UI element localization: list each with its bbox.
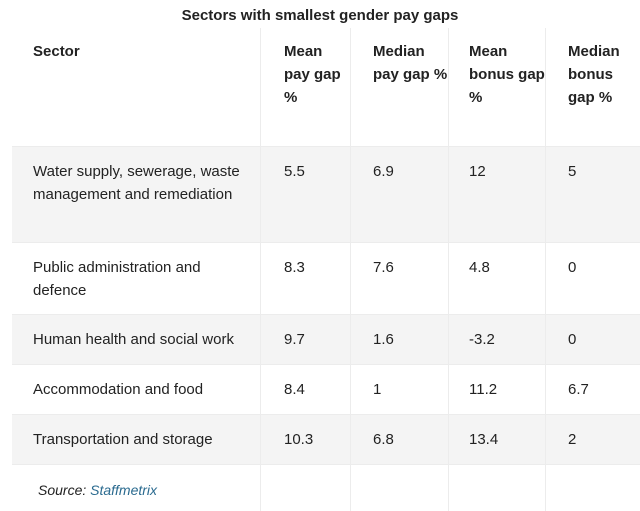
row-divider <box>12 146 640 147</box>
row-divider <box>12 314 640 315</box>
cell-mean-bonus-gap: 12 <box>469 163 486 180</box>
cell-mean-pay-gap: 8.3 <box>284 259 305 276</box>
source-note: Source: Staffmetrix <box>38 480 157 500</box>
cell-median-pay-gap: 6.9 <box>373 163 394 180</box>
header-sector: Sector <box>33 43 80 60</box>
cell-mean-bonus-gap: 11.2 <box>469 381 498 398</box>
column-divider <box>260 28 261 511</box>
header-median-pay-gap: Median pay gap % <box>373 43 448 83</box>
cell-sector: Transportation and storage <box>33 431 213 448</box>
cell-median-bonus-gap: 0 <box>568 331 577 348</box>
cell-sector: Public administration and defence <box>33 259 201 299</box>
cell-sector: Water supply, sewerage, waste management… <box>33 163 240 203</box>
cell-median-bonus-gap: 6.7 <box>568 381 589 398</box>
cell-median-pay-gap: 7.6 <box>373 259 394 276</box>
source-link[interactable]: Staffmetrix <box>90 482 158 498</box>
header-mean-bonus-gap: Mean bonus gap % <box>469 43 545 106</box>
row-divider <box>12 414 640 415</box>
cell-mean-pay-gap: 8.4 <box>284 381 305 398</box>
table-row: Transportation and storage 10.3 6.8 13.4… <box>12 414 640 464</box>
column-divider <box>350 28 351 511</box>
cell-sector: Human health and social work <box>33 331 234 348</box>
cell-mean-bonus-gap: 13.4 <box>469 431 499 448</box>
source-row: Source: Staffmetrix <box>12 464 640 511</box>
table-header-row: Sector Mean pay gap % Median pay gap % M… <box>12 28 640 146</box>
cell-median-pay-gap: 1 <box>373 381 382 398</box>
table-title: Sectors with smallest gender pay gaps <box>181 7 459 24</box>
header-median-bonus-gap: Median bonus gap % <box>568 43 620 106</box>
table-row: Public administration and defence 8.3 7.… <box>12 242 640 314</box>
cell-median-pay-gap: 6.8 <box>373 431 394 448</box>
cell-mean-pay-gap: 9.7 <box>284 331 305 348</box>
cell-mean-bonus-gap: 4.8 <box>469 259 490 276</box>
cell-mean-pay-gap: 10.3 <box>284 431 314 448</box>
row-divider <box>12 464 640 465</box>
cell-sector: Accommodation and food <box>33 381 204 398</box>
column-divider <box>545 28 546 511</box>
pay-gap-table: Sector Mean pay gap % Median pay gap % M… <box>12 28 640 511</box>
cell-median-pay-gap: 1.6 <box>373 331 394 348</box>
row-divider <box>12 364 640 365</box>
cell-median-bonus-gap: 2 <box>568 431 577 448</box>
row-divider <box>12 242 640 243</box>
cell-median-bonus-gap: 5 <box>568 163 577 180</box>
cell-mean-bonus-gap: -3.2 <box>469 331 495 348</box>
cell-median-bonus-gap: 0 <box>568 259 577 276</box>
cell-mean-pay-gap: 5.5 <box>284 163 305 180</box>
header-mean-pay-gap: Mean pay gap % <box>284 43 341 106</box>
table-row: Accommodation and food 8.4 1 11.2 6.7 <box>12 364 640 414</box>
table-row: Human health and social work 9.7 1.6 -3.… <box>12 314 640 364</box>
source-label: Source: <box>38 482 87 498</box>
column-divider <box>448 28 449 511</box>
table-row: Water supply, sewerage, waste management… <box>12 146 640 242</box>
